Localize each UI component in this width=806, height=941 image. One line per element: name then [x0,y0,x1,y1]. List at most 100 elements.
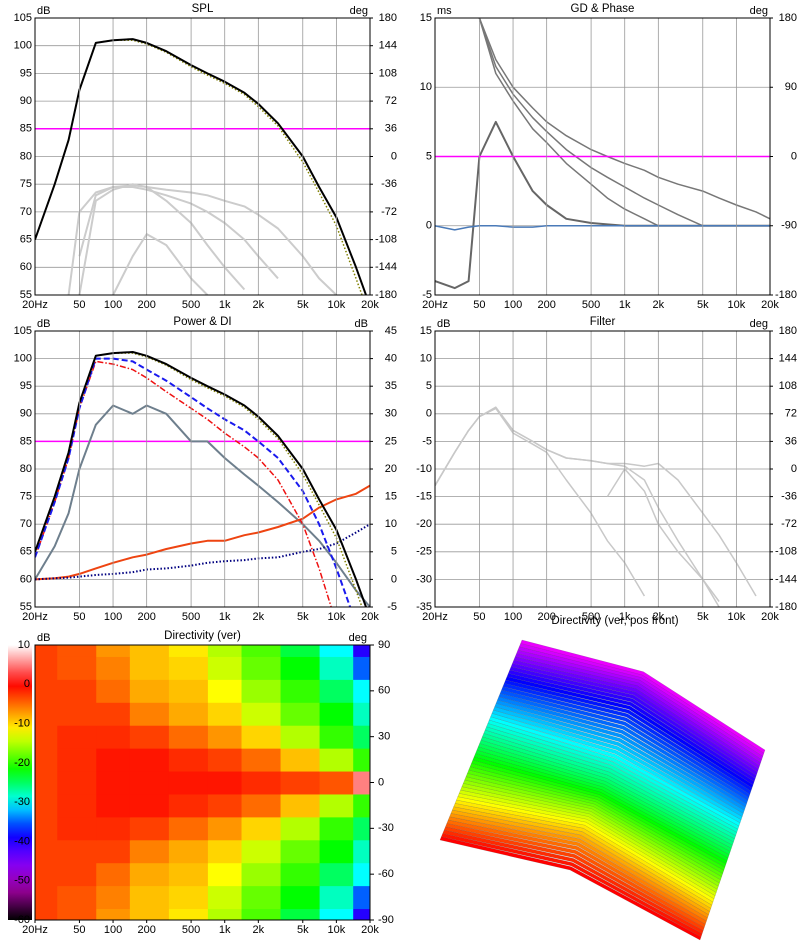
y2-tick-label: -36 [781,491,797,503]
y-tick-label: -5 [422,289,432,301]
x-tick-label: 200 [537,611,555,623]
series-line [35,404,370,607]
heat-cell [353,839,370,864]
heat-cell [207,885,243,910]
heat-cell [57,679,97,703]
heat-cell [280,656,321,680]
y-tick-label: 65 [20,546,32,558]
y-tick-label: 0 [426,220,432,232]
x-tick-label: 1k [219,299,231,311]
y2-tick-label: 72 [385,95,397,107]
y-tick-label: -20 [416,518,432,530]
heat-cell [35,908,58,920]
heat-cell [168,885,209,910]
y-tick-label: -35 [416,601,432,613]
heat-cell [280,679,321,703]
heat-cell [57,702,97,726]
heat-cell [319,771,354,795]
y2-tick-label: -180 [775,289,797,301]
y2-tick-label: 30 [385,408,397,420]
heat-cell [207,839,243,864]
heat-cell [241,885,282,910]
heat-cell [35,885,58,910]
heat-cell [35,862,58,887]
y-axis-label: ms [437,5,452,17]
x-tick-label: 1k [219,611,231,623]
heat-cell [241,702,282,726]
x-tick-label: 500 [182,611,200,623]
x-tick-label: 5k [297,924,309,936]
heat-cell [129,908,170,920]
y-tick-label: 70 [20,206,32,218]
heat-cell [35,816,58,841]
panel-title: Directivity (ver, pos front) [551,615,678,627]
heat-cell [168,702,209,726]
colorbar [8,645,32,920]
heat-cell [129,748,170,772]
heat-cell [168,748,209,772]
x-tick-label: 5k [297,299,309,311]
x-tick-label: 50 [73,924,85,936]
y2-tick-label: 180 [779,12,797,24]
heat-cell [353,725,370,749]
y2-tick-label: 72 [785,408,797,420]
colorbar-tick-label: -60 [14,914,30,926]
y2-axis-label: dB [355,318,368,330]
heat-cell [280,908,321,920]
heat-cell [207,725,243,749]
y-tick-label: -30 [416,573,432,585]
heat-cell [96,793,131,818]
y2-tick-label: 35 [385,380,397,392]
x-tick-label: 5k [697,611,709,623]
heat-cell [353,793,370,818]
heat-cell [35,771,58,795]
x-tick-label: 200 [137,924,155,936]
y2-tick-label: -108 [775,546,797,558]
x-tick-label: 10k [328,924,346,936]
y-tick-label: 105 [14,12,32,24]
y2-tick-label: -90 [781,220,797,232]
heat-cell [353,771,370,795]
heat-cell [35,656,58,680]
colorbar-tick-label: 10 [18,639,30,651]
heat-cell [168,679,209,703]
y-tick-label: 95 [20,380,32,392]
heat-cell [35,793,58,818]
colorbar-tick-label: -50 [14,875,30,887]
heat-cell [353,885,370,910]
y-tick-label: 80 [20,150,32,162]
series-line [78,183,246,295]
y2-tick-label: -5 [387,601,397,613]
x-tick-label: 10k [728,611,746,623]
heat-cell [319,748,354,772]
y2-tick-label: 0 [791,150,797,162]
heat-cell [96,908,131,920]
heat-cell [35,702,58,726]
y2-tick-label: 0 [791,463,797,475]
y2-tick-label: 45 [385,325,397,337]
x-tick-label: 1k [619,611,631,623]
heat-cell [168,816,209,841]
y2-tick-label: -144 [375,261,397,273]
heat-cell [319,793,354,818]
x-tick-label: 50 [73,299,85,311]
heat-cell [57,839,97,864]
heat-cell [241,656,282,680]
panel: Directivity (ver, pos front) [439,615,766,941]
y2-tick-label: 36 [785,435,797,447]
y2-tick-label: 0 [391,573,397,585]
heat-cell [129,656,170,680]
y-tick-label: 100 [14,353,32,365]
heat-cell [280,862,321,887]
heat-cell [129,862,170,887]
heat-cell [57,748,97,772]
y-tick-label: 15 [420,325,432,337]
x-tick-label: 20k [361,924,379,936]
series-line [478,18,659,227]
heat-cell [319,839,354,864]
colorbar-label: dB [37,632,50,644]
heat-cell [207,656,243,680]
y2-tick-label: 180 [379,12,397,24]
plot-frame [434,330,771,608]
plot [35,645,370,920]
